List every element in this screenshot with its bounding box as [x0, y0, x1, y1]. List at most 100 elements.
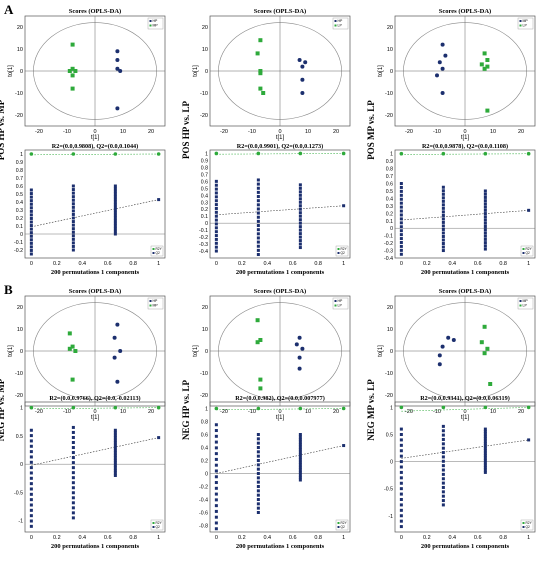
q2-point — [113, 184, 117, 188]
score-y-tick: 10 — [202, 47, 208, 53]
score-point-hp — [112, 355, 117, 360]
q2-point — [399, 498, 403, 501]
score-x-tick: -20 — [220, 409, 228, 415]
q2-point — [483, 234, 487, 238]
q2-point — [71, 209, 75, 213]
permutation-y-tick: 1 — [390, 152, 393, 158]
q2-point — [256, 195, 260, 199]
q2-point — [483, 456, 487, 460]
legend-entry: R2Y — [341, 247, 348, 251]
q2-point — [399, 481, 403, 485]
q2-point — [399, 237, 403, 241]
score-point-lp — [482, 66, 487, 71]
score-y-tick: 10 — [387, 47, 393, 53]
r2-point — [113, 152, 118, 156]
permutation-y-tick: 0 — [205, 221, 208, 227]
legend-box — [520, 519, 534, 531]
q2-point — [441, 185, 445, 189]
score-y-tick: -10 — [200, 371, 208, 377]
permutation-x-tick: 1 — [157, 535, 160, 541]
q2-point — [256, 454, 260, 458]
q2-point — [399, 229, 403, 233]
q2-point — [399, 248, 403, 252]
score-xlabel: t[1] — [91, 415, 100, 421]
q2-point — [256, 182, 260, 186]
legend-swatch — [149, 20, 152, 22]
q2-point — [298, 443, 302, 447]
q2-point — [214, 504, 218, 508]
permutation-y-tick: -0.6 — [199, 511, 208, 517]
score-xlabel: t[1] — [276, 415, 285, 421]
r2-point — [156, 405, 161, 410]
q2-point — [483, 202, 487, 206]
score-xlabel: t[1] — [461, 415, 470, 421]
q2-point — [483, 205, 487, 209]
permutation-y-tick: 0.6 — [201, 179, 208, 185]
q2-point — [399, 244, 403, 248]
score-point-mp — [70, 42, 75, 47]
q2-point — [298, 435, 302, 439]
q2-point — [113, 471, 117, 475]
score-y-tick: -20 — [15, 113, 23, 119]
q2-point — [483, 199, 487, 203]
q2-point — [441, 196, 445, 200]
q2-point — [214, 429, 218, 433]
q2-point — [298, 468, 302, 472]
permutation-y-tick: -0.4 — [199, 249, 208, 255]
q2-point — [441, 238, 445, 242]
q2-point — [399, 465, 403, 469]
r2-point — [526, 405, 531, 410]
score-xlabel: t[1] — [461, 135, 470, 141]
permutation-y-tick: -0.1 — [199, 228, 208, 234]
q2-point — [441, 206, 445, 210]
legend-swatch — [152, 252, 155, 254]
score-point-lp — [258, 71, 263, 76]
permutation-x-tick: 0 — [215, 261, 218, 267]
permutation-y-tick: -1 — [388, 514, 393, 520]
q2-point — [256, 186, 260, 190]
score-xlabel: t[1] — [91, 135, 100, 141]
permutation-frame — [209, 401, 351, 533]
r2-point — [113, 405, 118, 410]
permutation-y-tick: 0.8 — [201, 165, 208, 171]
q2-point — [298, 183, 302, 187]
permutation-x-tick: 0.6 — [104, 535, 112, 541]
q2-point — [71, 481, 75, 485]
permutation-x-tick: 0.8 — [499, 535, 507, 541]
q2-point — [113, 213, 117, 217]
q2-point — [29, 195, 33, 199]
score-y-tick: 10 — [387, 327, 393, 333]
q2-point — [113, 221, 117, 225]
r2-regression-line — [216, 408, 344, 411]
q2-point — [483, 224, 487, 228]
score-point-hp — [300, 64, 305, 69]
score-plot-4: Scores (OPLS-DA) -20 -10 0 10 20 -20 -10 0 10 20 t[… — [181, 288, 351, 440]
permutation-y-tick: 0.4 — [386, 196, 393, 202]
q2-point — [441, 210, 445, 214]
score-point-hp — [294, 342, 299, 347]
permutation-y-tick: -0.1 — [14, 240, 23, 246]
permutation-y-tick: 0.8 — [16, 168, 23, 174]
legend-swatch — [152, 248, 155, 250]
q2-point — [399, 503, 403, 507]
legend-box — [332, 17, 349, 30]
q2-point — [399, 433, 403, 436]
score-y-tick: 20 — [17, 25, 23, 31]
legend-entry: R2Y — [526, 521, 533, 525]
score-plot-2: Scores (OPLS-DA) -20 -10 0 10 20 -20 -10 0 10 20 t[… — [366, 8, 536, 160]
score-point-lp — [258, 338, 263, 342]
q2-point — [256, 232, 260, 236]
permutation-x-tick: 0.4 — [78, 535, 86, 541]
q2-point — [113, 200, 117, 204]
q2-point — [214, 179, 218, 183]
q2-point — [71, 241, 75, 245]
q2-point — [113, 428, 117, 432]
permutation-plot-6: R2=(0.0,0.9808), Q2=(0.0,0.1044) 0 0.2 0.4 0… — [14, 143, 166, 276]
q2-point — [113, 219, 117, 223]
q2-point — [483, 218, 487, 222]
q2-point — [113, 443, 117, 447]
